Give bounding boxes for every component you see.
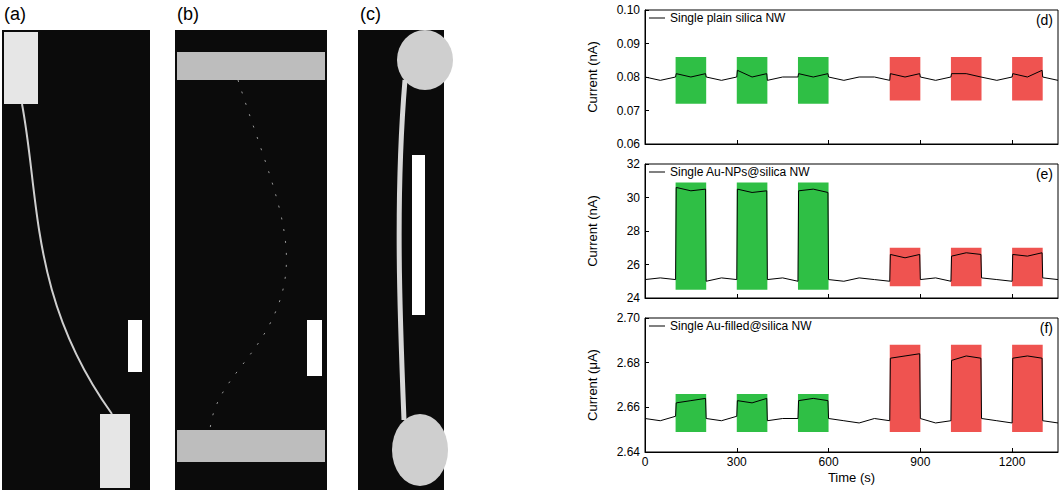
svg-text:(e): (e): [1036, 166, 1053, 182]
svg-text:0.06: 0.06: [617, 137, 641, 151]
svg-text:0.08: 0.08: [617, 70, 641, 84]
svg-text:Single Au-filled@silica NW: Single Au-filled@silica NW: [670, 319, 812, 333]
svg-text:600: 600: [819, 455, 839, 469]
svg-text:Time (s): Time (s): [828, 470, 875, 485]
svg-text:Single plain silica NW: Single plain silica NW: [670, 11, 786, 25]
svg-text:0.09: 0.09: [617, 37, 641, 51]
svg-text:300: 300: [727, 455, 747, 469]
svg-text:28: 28: [627, 224, 641, 238]
svg-text:24: 24: [627, 291, 641, 305]
svg-text:Current (μA): Current (μA): [585, 349, 600, 421]
svg-text:2.64: 2.64: [617, 445, 641, 459]
svg-text:(a): (a): [4, 4, 26, 24]
svg-text:30: 30: [627, 191, 641, 205]
svg-text:0.10: 0.10: [617, 3, 641, 17]
svg-text:Current (nA): Current (nA): [585, 41, 600, 113]
svg-text:2.66: 2.66: [617, 400, 641, 414]
svg-text:2.68: 2.68: [617, 356, 641, 370]
svg-text:(c): (c): [360, 4, 381, 24]
svg-text:Single Au-NPs@silica NW: Single Au-NPs@silica NW: [670, 165, 810, 179]
svg-text:(f): (f): [1040, 320, 1053, 336]
svg-text:Current (nA): Current (nA): [585, 195, 600, 267]
svg-text:0.07: 0.07: [617, 104, 641, 118]
svg-text:(b): (b): [177, 4, 199, 24]
svg-text:32: 32: [627, 157, 641, 171]
svg-text:2.70: 2.70: [617, 311, 641, 325]
svg-text:(d): (d): [1036, 12, 1053, 28]
svg-text:1200: 1200: [999, 455, 1026, 469]
svg-text:900: 900: [910, 455, 930, 469]
svg-text:0: 0: [642, 455, 649, 469]
svg-text:26: 26: [627, 258, 641, 272]
